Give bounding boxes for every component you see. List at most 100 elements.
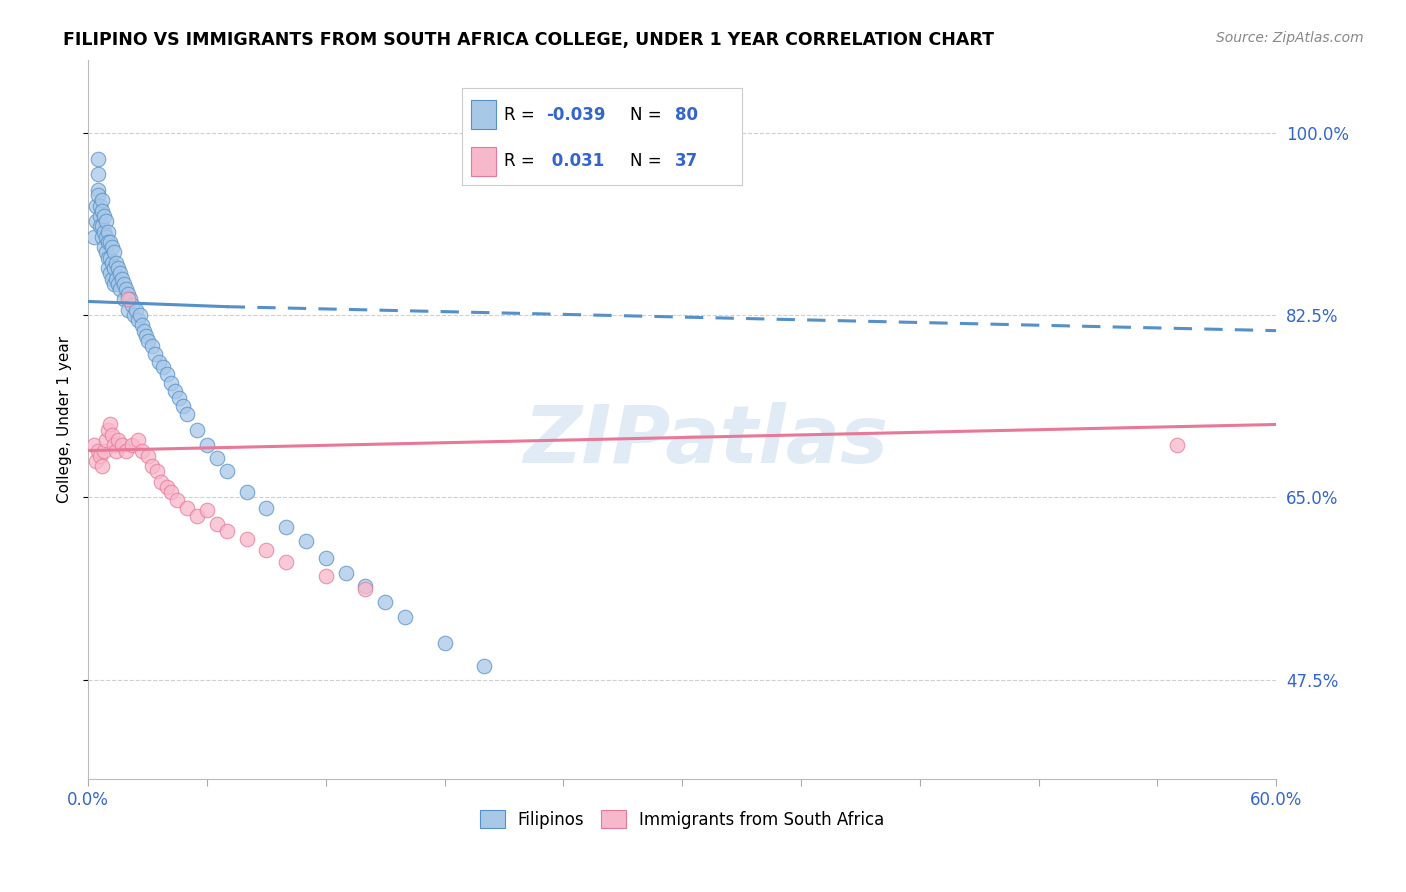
Point [94,245,117,260]
Point [131,318,153,333]
Text: Source: ZipAtlas.com: Source: ZipAtlas.com [1216,31,1364,45]
Point [166,492,188,507]
Point [98,251,121,265]
Point [101,256,124,270]
Point [433,636,456,650]
Point [135,329,157,343]
Point [87,167,110,181]
Point [121,438,143,452]
Point [235,532,257,546]
Point [111,438,134,452]
Point [315,568,337,582]
Point [165,384,187,398]
Point [108,266,131,280]
Point [91,219,114,234]
Point [176,407,198,421]
Point [122,308,145,322]
Point [374,595,396,609]
Point [148,355,170,369]
Point [132,324,155,338]
Point [254,500,277,515]
Point [124,302,146,317]
Point [93,240,115,254]
Point [103,277,125,291]
Point [354,579,377,593]
Point [103,261,125,276]
Point [254,542,277,557]
Point [89,219,111,234]
Point [91,203,114,218]
Text: ZIPatlas: ZIPatlas [523,401,889,480]
Point [141,339,163,353]
Point [98,266,121,280]
Point [354,582,377,597]
Point [172,399,194,413]
Point [103,438,125,452]
Point [156,480,179,494]
Point [111,271,134,285]
Point [107,433,129,447]
Point [94,433,117,447]
Point [136,334,159,348]
Point [104,271,127,285]
Text: FILIPINO VS IMMIGRANTS FROM SOUTH AFRICA COLLEGE, UNDER 1 YEAR CORRELATION CHART: FILIPINO VS IMMIGRANTS FROM SOUTH AFRICA… [63,31,994,49]
Point [87,152,110,166]
Point [83,438,105,452]
Point [97,423,120,437]
Point [117,293,139,307]
Point [97,261,120,276]
Point [1166,438,1188,452]
Point [94,229,117,244]
Point [156,368,179,382]
Point [112,293,135,307]
Point [315,550,337,565]
Point [150,475,173,489]
Point [84,454,107,468]
Point [176,500,198,515]
Point [101,271,124,285]
Point [131,443,153,458]
Point [83,229,105,244]
Point [97,251,120,265]
Point [89,209,111,223]
Point [136,449,159,463]
Point [160,485,183,500]
Point [98,417,121,432]
Point [97,235,120,249]
Point [114,282,136,296]
Point [205,516,228,531]
Point [87,188,110,202]
Point [84,198,107,212]
Point [160,376,183,390]
Point [112,277,135,291]
Point [84,214,107,228]
Point [394,610,416,624]
Point [186,509,208,524]
Point [276,555,298,569]
Point [145,346,167,360]
Point [295,534,318,549]
Point [117,302,139,317]
Point [97,225,120,239]
Y-axis label: College, Under 1 year: College, Under 1 year [58,335,72,503]
Point [94,214,117,228]
Point [107,261,129,276]
Point [167,392,190,406]
Point [118,293,141,307]
Point [98,235,121,249]
Point [146,464,169,478]
Point [87,183,110,197]
Point [335,566,357,580]
Point [107,277,129,291]
Point [215,524,238,538]
Point [93,443,115,458]
Point [235,485,257,500]
Point [93,225,115,239]
Point [215,464,238,478]
Point [121,297,143,311]
Point [103,245,125,260]
Point [276,519,298,533]
Point [93,209,115,223]
Point [117,287,139,301]
Point [195,438,218,452]
